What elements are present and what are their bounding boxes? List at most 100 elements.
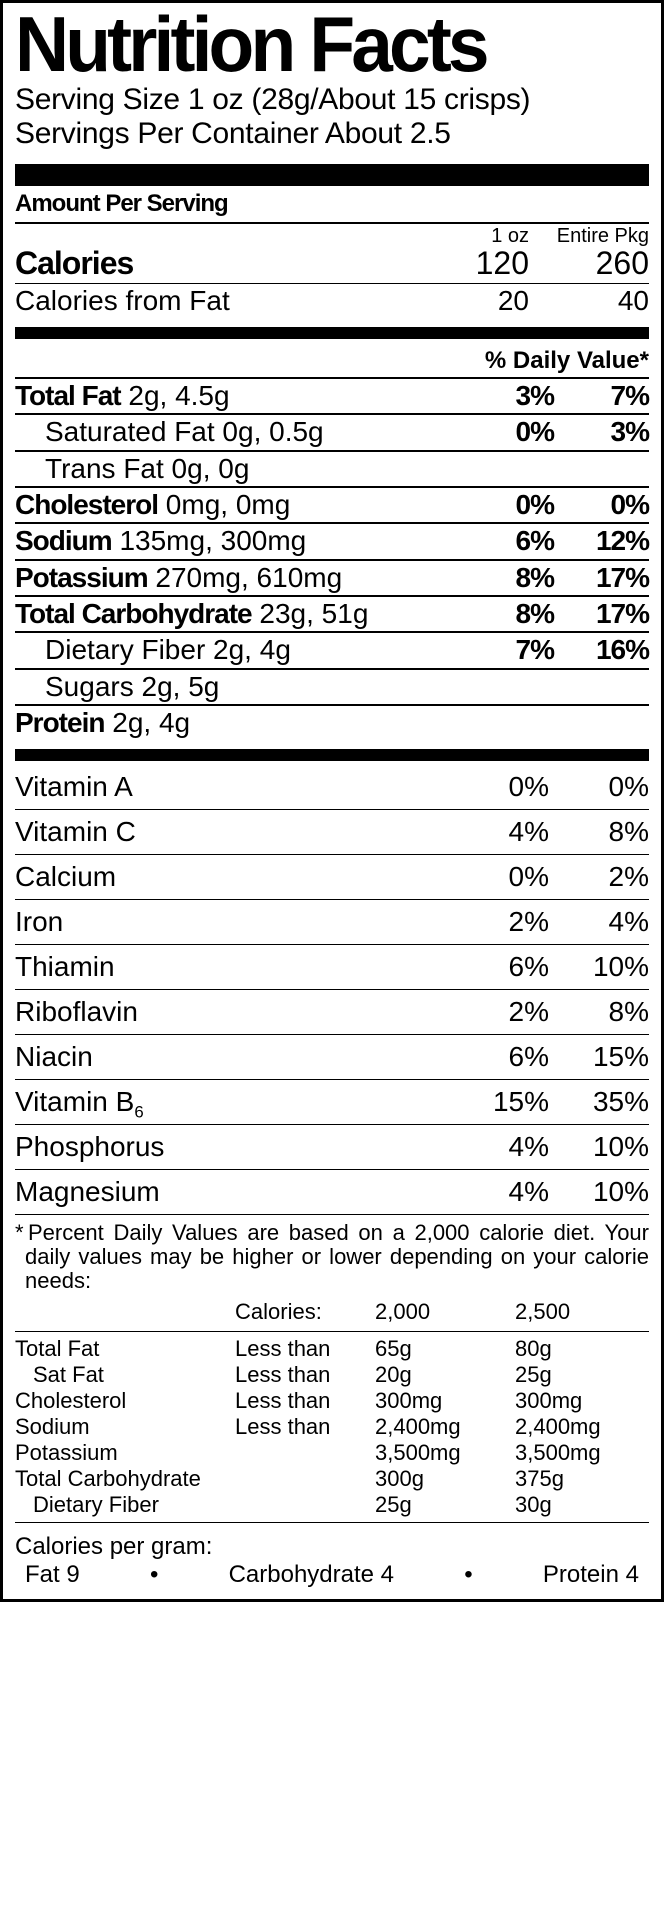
nutrient-dv-1oz: 8%	[459, 563, 554, 592]
footnote-cell: 30g	[515, 1492, 649, 1518]
cpg-title: Calories per gram:	[15, 1529, 649, 1561]
dot-icon: •	[144, 1561, 164, 1589]
footnote-cell: 2,400mg	[375, 1414, 515, 1440]
nutrient-dv-1oz: 0%	[459, 417, 554, 446]
footnote-cell: 300g	[375, 1466, 515, 1492]
nutrient-dv-1oz: 8%	[459, 599, 554, 628]
vitamin-row: Phosphorus4%10%	[15, 1125, 649, 1170]
calories-from-fat-row: Calories from Fat 20 40	[15, 284, 649, 318]
vitamin-row: Vitamin B615%35%	[15, 1080, 649, 1125]
nutrient-row: Dietary Fiber 2g, 4g7%16%	[15, 633, 649, 669]
calfat-1oz: 20	[434, 286, 529, 315]
col-header-pkg: Entire Pkg	[529, 226, 649, 247]
nutrient-dv-1oz: 3%	[459, 381, 554, 410]
footnote-row: SodiumLess than2,400mg2,400mg	[15, 1414, 649, 1440]
cpg-fat: Fat 9	[25, 1561, 80, 1589]
vitamin-dv-1oz: 6%	[449, 951, 549, 983]
vitamin-row: Riboflavin2%8%	[15, 990, 649, 1035]
footnote-cell: 80g	[515, 1336, 649, 1362]
nutrition-label: Nutrition Facts Serving Size 1 oz (28g/A…	[0, 0, 664, 1602]
footnote-cell: Sodium	[15, 1414, 235, 1440]
vitamin-dv-1oz: 2%	[449, 996, 549, 1028]
foot-h-3: 2,500	[515, 1299, 649, 1325]
vitamin-row: Vitamin A0%0%	[15, 765, 649, 810]
vitamin-row: Vitamin C4%8%	[15, 810, 649, 855]
footnote-row: Dietary Fiber 25g30g	[15, 1492, 649, 1518]
vitamin-name: Phosphorus	[15, 1131, 449, 1163]
nutrient-row: Total Carbohydrate 23g, 51g8%17%	[15, 597, 649, 633]
footnote-cell: Sat Fat	[15, 1362, 235, 1388]
nutrient-dv-1oz: 0%	[459, 490, 554, 519]
vitamin-dv-1oz: 0%	[449, 771, 549, 803]
vitamin-dv-1oz: 4%	[449, 816, 549, 848]
divider-med-2	[15, 749, 649, 761]
vitamin-dv-pkg: 4%	[549, 906, 649, 938]
nutrient-row: Cholesterol 0mg, 0mg0%0%	[15, 488, 649, 524]
nutrient-name: Sugars 2g, 5g	[45, 672, 459, 701]
vitamin-dv-pkg: 2%	[549, 861, 649, 893]
footnote-cell	[235, 1492, 375, 1518]
vitamin-row: Iron2%4%	[15, 900, 649, 945]
foot-table: Total FatLess than65g80gSat FatLess than…	[15, 1331, 649, 1523]
vitamin-dv-pkg: 10%	[549, 1176, 649, 1208]
footnote-cell: Total Fat	[15, 1336, 235, 1362]
footnote-cell: 25g	[375, 1492, 515, 1518]
footnote-cell: 300mg	[375, 1388, 515, 1414]
nutrient-row: Saturated Fat 0g, 0.5g0%3%	[15, 415, 649, 451]
vitamin-name: Iron	[15, 906, 449, 938]
nutrient-name: Cholesterol 0mg, 0mg	[15, 490, 459, 519]
footnote-row: Total FatLess than65g80g	[15, 1336, 649, 1362]
vitamin-name: Magnesium	[15, 1176, 449, 1208]
nutrient-dv-pkg: 12%	[554, 526, 649, 555]
footnote-cell: Less than	[235, 1388, 375, 1414]
foot-h-1: Calories:	[235, 1299, 375, 1325]
footnote-row: Total Carbohydrate 300g375g	[15, 1466, 649, 1492]
nutrient-dv-pkg: 17%	[554, 599, 649, 628]
col-header-1oz: 1 oz	[434, 226, 529, 247]
footnote-cell: 3,500mg	[515, 1440, 649, 1466]
footnote-cell: Total Carbohydrate	[15, 1466, 235, 1492]
nutrient-name: Protein 2g, 4g	[15, 708, 459, 737]
footnote-cell: Less than	[235, 1362, 375, 1388]
vitamin-row: Thiamin6%10%	[15, 945, 649, 990]
vitamin-row: Niacin6%15%	[15, 1035, 649, 1080]
nutrient-row: Protein 2g, 4g	[15, 706, 649, 740]
nutrient-name: Total Carbohydrate 23g, 51g	[15, 599, 459, 628]
footnote-row: Sat FatLess than20g25g	[15, 1362, 649, 1388]
footnote-cell: 20g	[375, 1362, 515, 1388]
vitamin-dv-pkg: 8%	[549, 996, 649, 1028]
calories-pkg: 260	[529, 247, 649, 281]
footnote-cell: 300mg	[515, 1388, 649, 1414]
nutrient-dv-pkg: 7%	[554, 381, 649, 410]
vitamins-section: Vitamin A0%0%Vitamin C4%8%Calcium0%2%Iro…	[15, 765, 649, 1215]
nutrient-name: Dietary Fiber 2g, 4g	[45, 635, 459, 664]
footnote-cell: 25g	[515, 1362, 649, 1388]
footnote-cell: Less than	[235, 1414, 375, 1440]
footnote-cell: 65g	[375, 1336, 515, 1362]
calories-row: Calories 1 oz 120 Entire Pkg 260	[15, 224, 649, 285]
nutrient-name: Sodium 135mg, 300mg	[15, 526, 459, 555]
daily-value-header: % Daily Value*	[15, 343, 649, 379]
footnote-cell: Cholesterol	[15, 1388, 235, 1414]
footnote-cell: 2,400mg	[515, 1414, 649, 1440]
vitamin-row: Magnesium4%10%	[15, 1170, 649, 1215]
vitamin-dv-1oz: 15%	[449, 1086, 549, 1118]
nutrient-dv-pkg: 0%	[554, 490, 649, 519]
nutrient-name: Potassium 270mg, 610mg	[15, 563, 459, 592]
footnote-cell: Dietary Fiber	[15, 1492, 235, 1518]
nutrient-dv-1oz: 7%	[459, 635, 554, 664]
footnote-cell: 375g	[515, 1466, 649, 1492]
vitamin-name: Niacin	[15, 1041, 449, 1073]
vitamin-dv-1oz: 4%	[449, 1176, 549, 1208]
nutrient-dv-pkg: 16%	[554, 635, 649, 664]
vitamin-dv-pkg: 15%	[549, 1041, 649, 1073]
vitamin-name: Vitamin A	[15, 771, 449, 803]
vitamin-name: Vitamin B6	[15, 1086, 449, 1118]
nutrient-dv-pkg: 17%	[554, 563, 649, 592]
nutrients-section: Total Fat 2g, 4.5g3%7%Saturated Fat 0g, …	[15, 379, 649, 741]
divider-med	[15, 327, 649, 339]
vitamin-dv-1oz: 0%	[449, 861, 549, 893]
dot-icon: •	[458, 1561, 478, 1589]
nutrient-name: Total Fat 2g, 4.5g	[15, 381, 459, 410]
footnote-cell	[235, 1440, 375, 1466]
